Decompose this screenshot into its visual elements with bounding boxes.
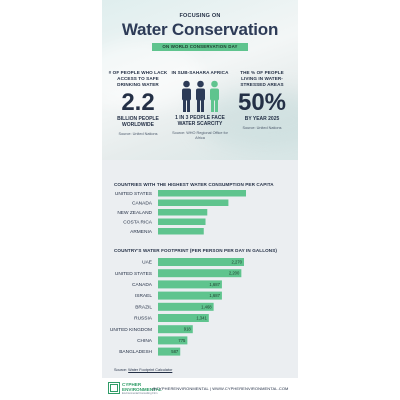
stat-water-stress: THE % OF PEOPLE LIVING IN WATER-STRESSED… bbox=[232, 70, 292, 131]
chart-title: COUNTRY'S WATER FOOTPRINT (PER PERSON PE… bbox=[114, 248, 277, 253]
category-label: UNITED STATES bbox=[115, 191, 152, 197]
stat-source: Source: WHO Regional Office for Africa bbox=[172, 131, 228, 140]
bar bbox=[158, 258, 244, 266]
hero-section: FOCUSING ON Water Conservation ON WORLD … bbox=[102, 0, 298, 160]
category-label: CANADA bbox=[132, 282, 153, 288]
bar bbox=[158, 280, 222, 289]
footer: CYPHER ENVIRONMENTAL Environmental Consu… bbox=[102, 378, 298, 400]
stat-drinking-water: # OF PEOPLE WHO LACK ACCESS TO SAFE DRIN… bbox=[108, 70, 168, 137]
data-label: 918 bbox=[184, 327, 192, 332]
bar bbox=[158, 314, 209, 322]
category-label: ISRAEL bbox=[135, 293, 152, 299]
stat-label: THE % OF PEOPLE LIVING IN WATER-STRESSED… bbox=[240, 70, 284, 87]
category-label: COSTA RICA bbox=[123, 219, 152, 225]
category-label: ARMENIA bbox=[130, 229, 153, 235]
bar bbox=[158, 269, 242, 278]
bar bbox=[158, 302, 214, 311]
category-label: CANADA bbox=[132, 200, 153, 206]
data-label: 1,341 bbox=[196, 316, 207, 321]
stat-label: # OF PEOPLE WHO LACK ACCESS TO SAFE DRIN… bbox=[108, 70, 168, 87]
infographic: FOCUSING ON Water Conservation ON WORLD … bbox=[102, 0, 298, 400]
data-label: 2,200 bbox=[229, 271, 240, 276]
bar bbox=[158, 347, 181, 356]
bar bbox=[158, 228, 204, 235]
stat-value: 50% bbox=[237, 89, 287, 116]
chart-source: Source: Water Footprint Calculator bbox=[114, 368, 172, 372]
person-highlight-icon bbox=[209, 80, 219, 112]
category-label: BANGLADESH bbox=[119, 349, 152, 355]
category-label: CHINA bbox=[137, 338, 153, 344]
brand-name: CYPHER ENVIRONMENTAL bbox=[122, 382, 162, 392]
bar bbox=[158, 190, 246, 197]
data-label: 587 bbox=[171, 349, 179, 354]
category-label: UNITED STATES bbox=[115, 271, 152, 277]
subtitle-badge: ON WORLD CONSERVATION DAY bbox=[152, 43, 248, 51]
data-label: 1,687 bbox=[209, 293, 220, 298]
stat-source: Source: United Nations bbox=[242, 126, 282, 130]
stat-unit: BILLION PEOPLE WORLDWIDE bbox=[117, 116, 159, 128]
bar bbox=[158, 218, 206, 225]
person-icon bbox=[195, 80, 205, 112]
source-link[interactable]: Water Footprint Calculator bbox=[128, 368, 173, 372]
consumption-bar-chart: UNITED STATES CANADA NEW ZEALAND COSTA RICA… bbox=[115, 190, 246, 235]
category-label: UNITED KINGDOM bbox=[110, 327, 152, 333]
data-label: 1,468 bbox=[201, 304, 212, 309]
logo-icon bbox=[108, 382, 120, 394]
stat-value: 2.2 bbox=[121, 89, 155, 116]
bar bbox=[158, 209, 208, 216]
category-label: RUSSIA bbox=[134, 316, 153, 322]
stat-value: 1 IN 3 PEOPLE FACE WATER SCARCITY bbox=[175, 115, 225, 127]
page-title: Water Conservation bbox=[121, 20, 279, 39]
category-label: NEW ZEALAND bbox=[117, 210, 152, 216]
bar bbox=[158, 199, 229, 206]
category-label: UAE bbox=[142, 260, 152, 266]
brand-line-2: ENVIRONMENTAL bbox=[122, 386, 162, 392]
brand-tagline: Environmental Consulting Firm bbox=[122, 392, 158, 395]
data-label: 2,270 bbox=[232, 260, 243, 265]
contact-line: @CYPHERENVIRONMENTAL | WWW.CYPHERENVIRON… bbox=[152, 386, 289, 391]
footprint-bar-chart: UAE 2,270 UNITED STATES 2,200 CANADA 1,687 ISR… bbox=[110, 258, 244, 356]
bar bbox=[158, 291, 222, 300]
data-label: 1,687 bbox=[209, 282, 220, 287]
stat-label: IN SUB-SAHARA AFRICA bbox=[171, 70, 229, 75]
stat-unit: BY YEAR 2025 bbox=[244, 116, 280, 122]
source-prefix: Source: bbox=[114, 368, 128, 372]
bar bbox=[158, 336, 188, 345]
category-label: BRAZIL bbox=[135, 304, 152, 310]
bar bbox=[158, 325, 193, 334]
person-icon bbox=[181, 80, 191, 112]
kicker: FOCUSING ON bbox=[179, 13, 221, 19]
people-icons bbox=[170, 80, 230, 112]
brand-line-1: CYPHER bbox=[122, 382, 142, 387]
chart-title: COUNTRIES WITH THE HIGHEST WATER CONSUMP… bbox=[114, 182, 274, 187]
data-label: 775 bbox=[178, 338, 186, 343]
stat-africa: IN SUB-SAHARA AFRICA bbox=[170, 70, 230, 141]
stat-source: Source: United Nations bbox=[118, 132, 158, 136]
